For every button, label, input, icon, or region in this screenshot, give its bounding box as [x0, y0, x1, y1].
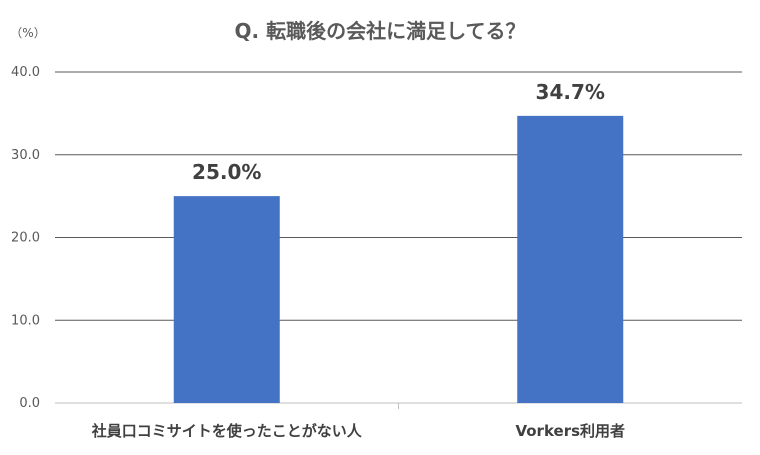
y-tick-label: 20.0: [11, 231, 40, 246]
bar: [173, 196, 280, 403]
chart-title: Q. 転職後の会社に満足してる？: [235, 19, 526, 43]
y-tick-label: 30.0: [11, 148, 40, 163]
bar: [517, 115, 624, 404]
bars: [173, 115, 624, 404]
data-label: 25.0%: [192, 160, 261, 184]
gridlines: [55, 71, 742, 409]
y-unit-label: （%）: [10, 26, 45, 40]
y-tick-label: 40.0: [11, 65, 40, 80]
data-labels: 25.0% 34.7%: [192, 80, 605, 184]
y-tick-label: 10.0: [11, 313, 40, 328]
x-axis-ticks: 社員口コミサイトを使ったことがない人 Vorkers利用者: [91, 422, 625, 440]
data-label: 34.7%: [536, 80, 605, 104]
x-tick-label: Vorkers利用者: [515, 422, 625, 440]
y-axis-ticks: 0.0 10.0 20.0 30.0 40.0: [11, 65, 40, 411]
y-tick-label: 0.0: [19, 396, 40, 411]
x-tick-label: 社員口コミサイトを使ったことがない人: [91, 422, 363, 440]
